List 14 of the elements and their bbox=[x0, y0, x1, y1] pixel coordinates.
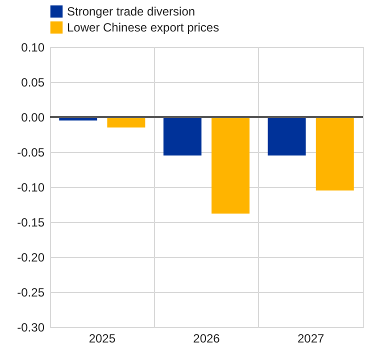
y-tick-label: -0.20 bbox=[17, 250, 45, 264]
x-tick-label: 2025 bbox=[88, 332, 116, 346]
y-tick-label: -0.05 bbox=[17, 146, 45, 160]
y-tick-label: -0.30 bbox=[17, 320, 45, 334]
legend-label: Stronger trade diversion bbox=[67, 4, 196, 18]
x-tick-label: 2027 bbox=[297, 332, 325, 346]
y-tick-label: -0.10 bbox=[17, 180, 45, 194]
y-tick-label: 0.05 bbox=[21, 76, 45, 90]
x-tick-label: 2026 bbox=[193, 332, 220, 346]
y-tick-label: 0.10 bbox=[21, 40, 45, 54]
legend-label: Lower Chinese export prices bbox=[67, 20, 220, 34]
y-tick-label: -0.15 bbox=[17, 216, 45, 230]
y-tick-label: -0.25 bbox=[17, 286, 45, 300]
y-tick-label: 0.00 bbox=[21, 110, 45, 124]
